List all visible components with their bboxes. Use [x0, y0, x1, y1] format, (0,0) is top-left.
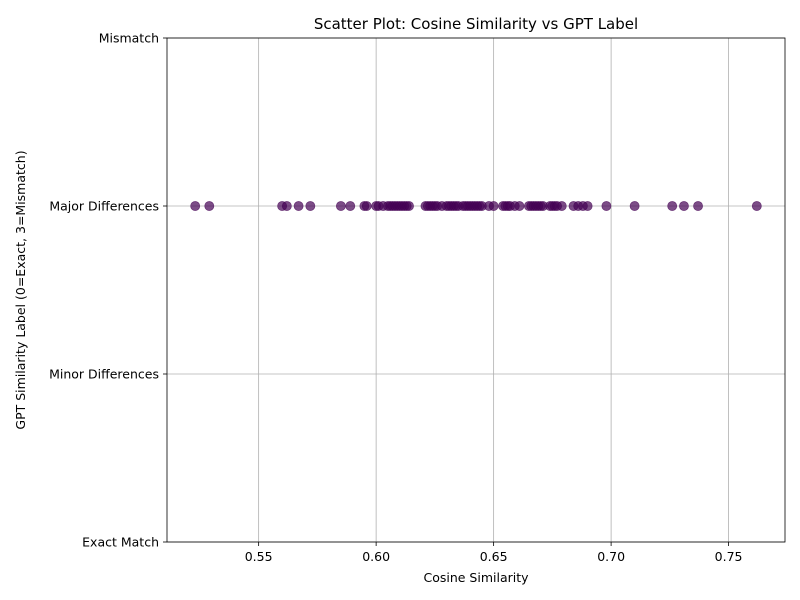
y-tick-label: Major Differences: [49, 199, 159, 214]
y-axis-label: GPT Similarity Label (0=Exact, 3=Mismatc…: [13, 150, 28, 429]
data-points: [190, 201, 762, 211]
y-tick-label: Exact Match: [82, 535, 159, 550]
scatter-point: [190, 201, 201, 211]
scatter-point: [751, 201, 762, 211]
scatter-point: [293, 201, 304, 211]
scatter-point: [667, 201, 678, 211]
scatter-point: [404, 201, 414, 211]
scatter-point: [514, 201, 525, 211]
y-tick-label: Minor Differences: [49, 367, 159, 382]
x-tick-label: 0.65: [480, 549, 508, 564]
plot-frame: [166, 37, 786, 543]
scatter-point: [204, 201, 215, 211]
scatter-point: [556, 201, 567, 211]
chart-title: Scatter Plot: Cosine Similarity vs GPT L…: [314, 15, 638, 33]
scatter-point: [305, 201, 316, 211]
x-axis-label: Cosine Similarity: [423, 570, 529, 585]
scatter-point: [335, 201, 346, 211]
x-tick-label: 0.75: [715, 549, 743, 564]
scatter-point: [679, 201, 689, 211]
scatter-point: [601, 201, 612, 211]
scatter-point: [693, 201, 703, 211]
y-tick-label: Mismatch: [99, 31, 159, 46]
scatter-point: [488, 201, 499, 211]
x-tick-label: 0.70: [597, 549, 625, 564]
scatter-point: [629, 201, 640, 211]
y-axis-ticks: Exact Match Minor Differences Major Differ…: [49, 31, 167, 550]
x-tick-label: 0.55: [245, 549, 273, 564]
x-axis-ticks: 0.55 0.60 0.65 0.70 0.75: [245, 542, 743, 564]
scatter-point: [345, 201, 356, 211]
x-tick-label: 0.60: [362, 549, 390, 564]
scatter-point: [281, 201, 292, 211]
scatter-point: [582, 201, 593, 211]
scatter-point: [361, 201, 372, 211]
